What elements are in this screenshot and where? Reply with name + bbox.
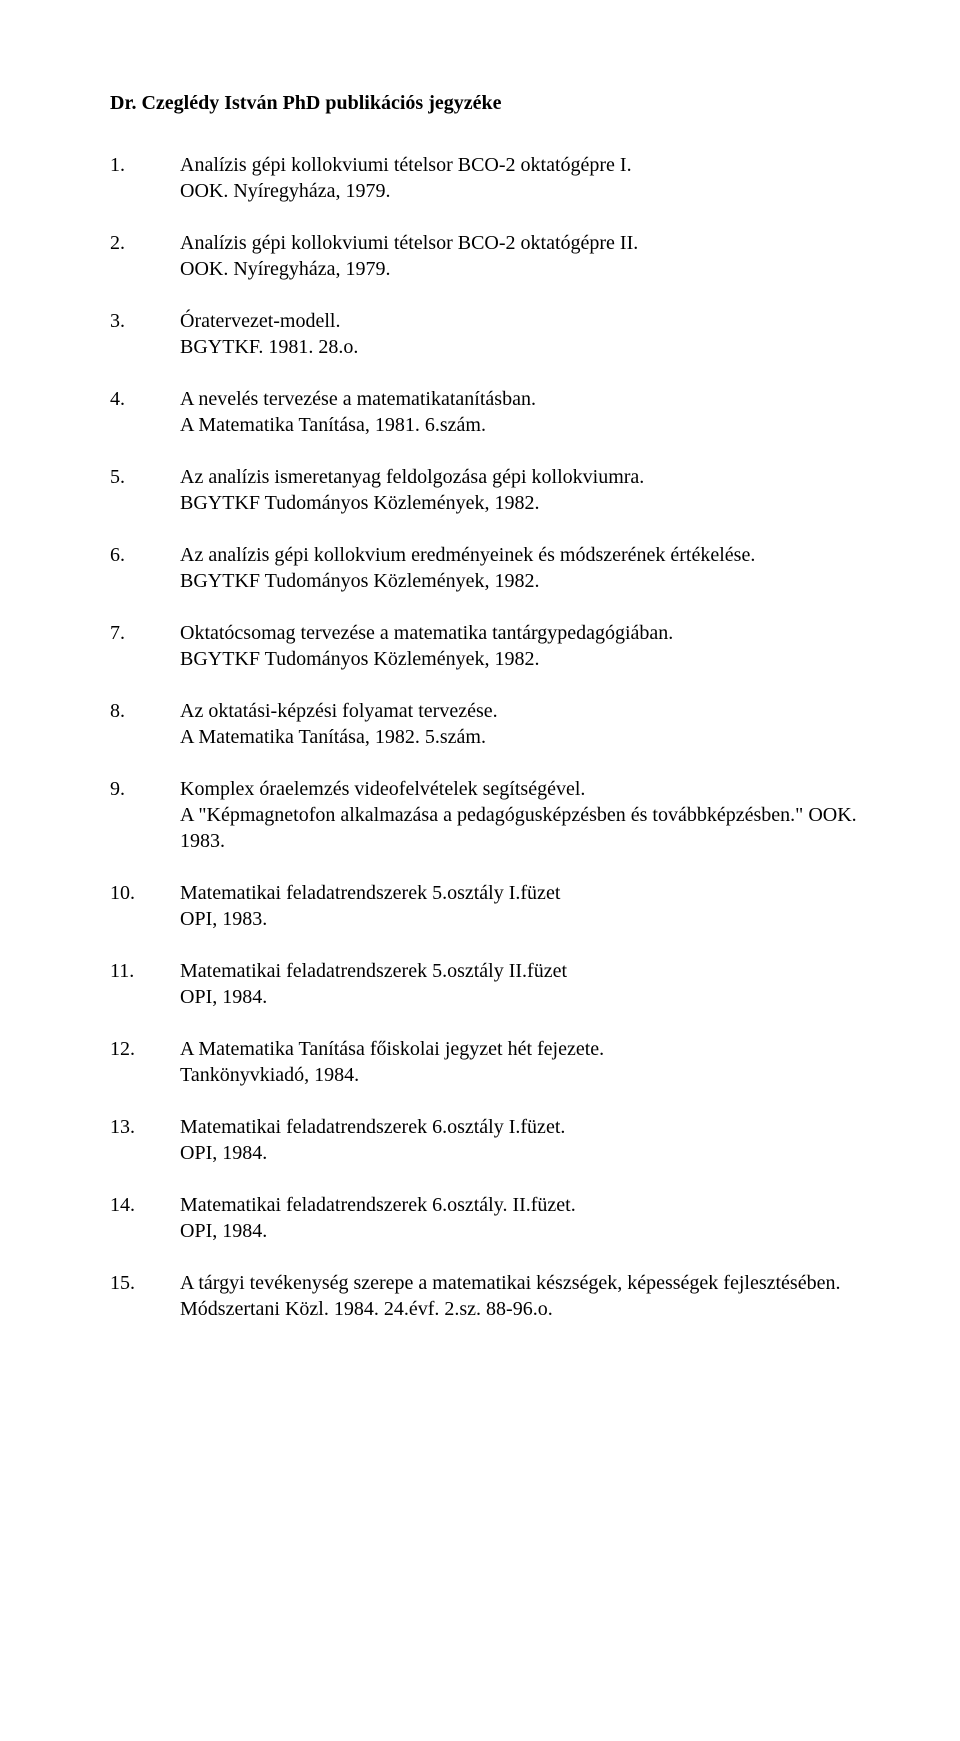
entry-line: Óratervezet-modell. [180, 308, 870, 334]
entry-number: 15. [110, 1270, 180, 1322]
entry-line: A Matematika Tanítása, 1982. 5.szám. [180, 724, 870, 750]
entry-line: Matematikai feladatrendszerek 6.osztály … [180, 1114, 870, 1140]
entry-body: Az analízis gépi kollokvium eredményeine… [180, 542, 870, 594]
entry-line: OOK. Nyíregyháza, 1979. [180, 256, 870, 282]
publication-entry: 4.A nevelés tervezése a matematikatanítá… [110, 386, 870, 438]
entry-body: Matematikai feladatrendszerek 5.osztály … [180, 958, 870, 1010]
entry-number: 8. [110, 698, 180, 750]
entry-number: 4. [110, 386, 180, 438]
entry-number: 10. [110, 880, 180, 932]
publication-list: 1.Analízis gépi kollokviumi tételsor BCO… [110, 152, 870, 1322]
entry-line: Komplex óraelemzés videofelvételek segít… [180, 776, 870, 802]
publication-entry: 7.Oktatócsomag tervezése a matematika ta… [110, 620, 870, 672]
entry-body: A Matematika Tanítása főiskolai jegyzet … [180, 1036, 870, 1088]
entry-line: OPI, 1983. [180, 906, 870, 932]
publication-entry: 13.Matematikai feladatrendszerek 6.osztá… [110, 1114, 870, 1166]
publication-entry: 12.A Matematika Tanítása főiskolai jegyz… [110, 1036, 870, 1088]
entry-body: Matematikai feladatrendszerek 6.osztály.… [180, 1192, 870, 1244]
entry-body: Analízis gépi kollokviumi tételsor BCO-2… [180, 230, 870, 282]
entry-body: A tárgyi tevékenység szerepe a matematik… [180, 1270, 870, 1322]
publication-entry: 9.Komplex óraelemzés videofelvételek seg… [110, 776, 870, 854]
entry-body: Az analízis ismeretanyag feldolgozása gé… [180, 464, 870, 516]
entry-line: Matematikai feladatrendszerek 5.osztály … [180, 958, 870, 984]
publication-entry: 10.Matematikai feladatrendszerek 5.osztá… [110, 880, 870, 932]
entry-line: Analízis gépi kollokviumi tételsor BCO-2… [180, 230, 870, 256]
entry-line: BGYTKF. 1981. 28.o. [180, 334, 870, 360]
publication-entry: 5.Az analízis ismeretanyag feldolgozása … [110, 464, 870, 516]
entry-line: BGYTKF Tudományos Közlemények, 1982. [180, 646, 870, 672]
entry-line: Tankönyvkiadó, 1984. [180, 1062, 870, 1088]
entry-line: A tárgyi tevékenység szerepe a matematik… [180, 1270, 870, 1296]
entry-line: Az analízis gépi kollokvium eredményeine… [180, 542, 870, 568]
entry-body: Óratervezet-modell.BGYTKF. 1981. 28.o. [180, 308, 870, 360]
entry-body: Analízis gépi kollokviumi tételsor BCO-2… [180, 152, 870, 204]
entry-number: 2. [110, 230, 180, 282]
entry-number: 13. [110, 1114, 180, 1166]
entry-body: A nevelés tervezése a matematikatanításb… [180, 386, 870, 438]
entry-line: A Matematika Tanítása, 1981. 6.szám. [180, 412, 870, 438]
entry-number: 6. [110, 542, 180, 594]
entry-number: 3. [110, 308, 180, 360]
page-title: Dr. Czeglédy István PhD publikációs jegy… [110, 90, 870, 116]
entry-number: 14. [110, 1192, 180, 1244]
entry-number: 9. [110, 776, 180, 854]
entry-line: Az oktatási-képzési folyamat tervezése. [180, 698, 870, 724]
entry-body: Oktatócsomag tervezése a matematika tant… [180, 620, 870, 672]
entry-line: OPI, 1984. [180, 1140, 870, 1166]
publication-entry: 15.A tárgyi tevékenység szerepe a matema… [110, 1270, 870, 1322]
entry-body: Matematikai feladatrendszerek 5.osztály … [180, 880, 870, 932]
entry-number: 5. [110, 464, 180, 516]
entry-line: A "Képmagnetofon alkalmazása a pedagógus… [180, 802, 870, 854]
entry-line: Oktatócsomag tervezése a matematika tant… [180, 620, 870, 646]
entry-line: Módszertani Közl. 1984. 24.évf. 2.sz. 88… [180, 1296, 870, 1322]
publication-entry: 6.Az analízis gépi kollokvium eredményei… [110, 542, 870, 594]
entry-line: BGYTKF Tudományos Közlemények, 1982. [180, 568, 870, 594]
entry-line: OOK. Nyíregyháza, 1979. [180, 178, 870, 204]
publication-entry: 11.Matematikai feladatrendszerek 5.osztá… [110, 958, 870, 1010]
entry-line: Analízis gépi kollokviumi tételsor BCO-2… [180, 152, 870, 178]
entry-body: Komplex óraelemzés videofelvételek segít… [180, 776, 870, 854]
entry-line: Matematikai feladatrendszerek 5.osztály … [180, 880, 870, 906]
entry-number: 12. [110, 1036, 180, 1088]
entry-line: Az analízis ismeretanyag feldolgozása gé… [180, 464, 870, 490]
entry-number: 11. [110, 958, 180, 1010]
publication-entry: 1.Analízis gépi kollokviumi tételsor BCO… [110, 152, 870, 204]
entry-line: OPI, 1984. [180, 984, 870, 1010]
entry-body: Az oktatási-képzési folyamat tervezése.A… [180, 698, 870, 750]
publication-entry: 2.Analízis gépi kollokviumi tételsor BCO… [110, 230, 870, 282]
entry-number: 7. [110, 620, 180, 672]
publication-entry: 8.Az oktatási-képzési folyamat tervezése… [110, 698, 870, 750]
publication-entry: 3.Óratervezet-modell.BGYTKF. 1981. 28.o. [110, 308, 870, 360]
entry-line: Matematikai feladatrendszerek 6.osztály.… [180, 1192, 870, 1218]
entry-line: OPI, 1984. [180, 1218, 870, 1244]
entry-number: 1. [110, 152, 180, 204]
entry-line: A Matematika Tanítása főiskolai jegyzet … [180, 1036, 870, 1062]
entry-line: A nevelés tervezése a matematikatanításb… [180, 386, 870, 412]
entry-line: BGYTKF Tudományos Közlemények, 1982. [180, 490, 870, 516]
publication-entry: 14.Matematikai feladatrendszerek 6.osztá… [110, 1192, 870, 1244]
entry-body: Matematikai feladatrendszerek 6.osztály … [180, 1114, 870, 1166]
